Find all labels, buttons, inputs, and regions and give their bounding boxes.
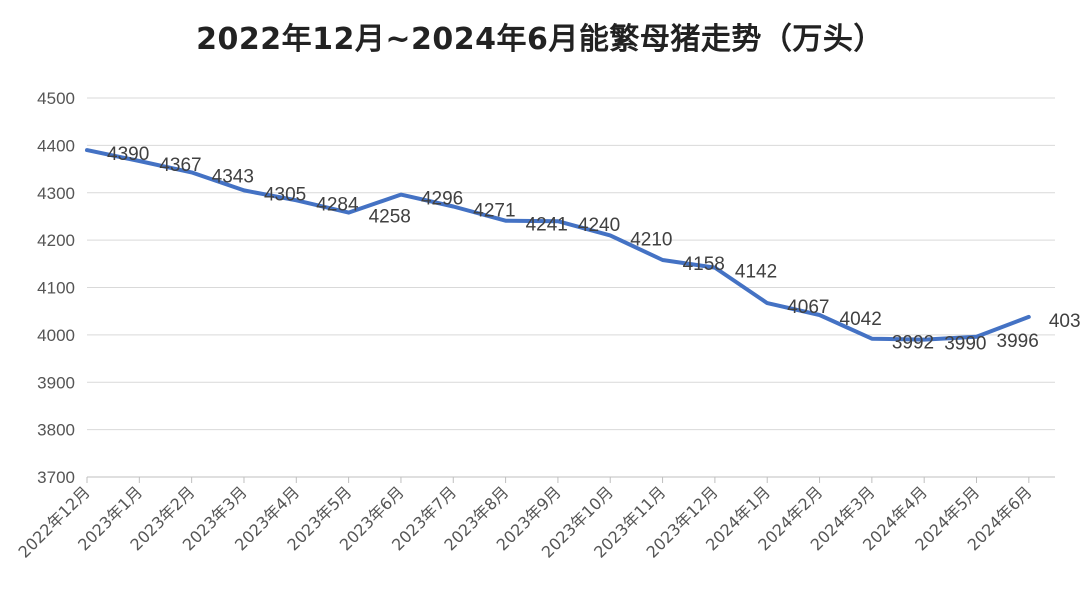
- y-tick-label: 3700: [37, 468, 75, 487]
- data-label: 3992: [892, 333, 934, 354]
- data-label: 4142: [735, 262, 777, 283]
- x-axis-ticks: 2022年12月2023年1月2023年2月2023年3月2023年4月2023…: [15, 477, 1036, 562]
- data-label: 4284: [316, 194, 359, 215]
- data-label: 4210: [630, 229, 672, 250]
- data-labels: 4390 4367 4343 4305 4284 4258 4296 4271 4241 4240…: [107, 144, 1080, 354]
- y-tick-label: 4000: [37, 326, 75, 345]
- data-label: 4305: [264, 184, 306, 205]
- data-label: 4067: [787, 297, 829, 318]
- data-label: 3990: [944, 334, 986, 355]
- y-tick-label: 4200: [37, 231, 75, 250]
- y-tick-label: 3900: [37, 373, 75, 392]
- gridlines: [87, 97, 1055, 431]
- data-label: 4038: [1049, 311, 1080, 332]
- data-label: 4343: [212, 166, 254, 187]
- y-tick-label: 4500: [37, 89, 75, 108]
- y-axis-ticks: 3700 3800 3900 4000 4100 4200 4300 4400 4500: [37, 89, 75, 487]
- y-tick-label: 4100: [37, 279, 75, 298]
- data-label: 4271: [473, 200, 515, 221]
- y-tick-label: 4400: [37, 136, 75, 155]
- y-tick-label: 3800: [37, 421, 75, 440]
- chart-title: 2022年12月~2024年6月能繁母猪走势（万头）: [196, 22, 884, 57]
- series: [85, 148, 1031, 342]
- data-label: 4158: [683, 254, 725, 275]
- data-label: 4258: [369, 207, 411, 228]
- data-label: 4240: [578, 215, 620, 236]
- data-label: 4042: [840, 309, 882, 330]
- data-label: 4296: [421, 189, 463, 210]
- y-tick-label: 4300: [37, 184, 75, 203]
- data-label: 4390: [107, 144, 149, 165]
- data-label: 4367: [159, 155, 201, 176]
- data-label: 4241: [526, 215, 568, 236]
- data-label: 3996: [997, 331, 1039, 352]
